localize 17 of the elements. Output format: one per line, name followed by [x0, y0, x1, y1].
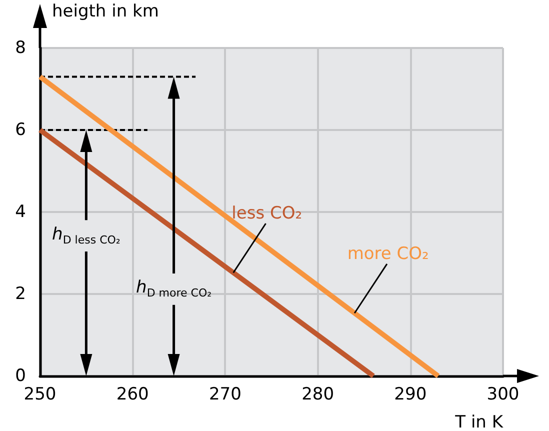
x-axis-title: T in K	[454, 412, 504, 431]
y-tick-label: 0	[15, 366, 26, 386]
text: less CO₂	[232, 203, 302, 224]
x-tick-label: 250	[24, 384, 56, 404]
y-tick-label: 8	[15, 38, 26, 58]
x-tick-label: 300	[486, 384, 520, 404]
x-tick-label: 290	[394, 384, 427, 404]
y-tick-label: 4	[15, 202, 26, 222]
x-tick-label: 280	[302, 384, 334, 404]
x-tick-label: 260	[116, 384, 149, 404]
x-tick-label: 270	[208, 384, 242, 404]
y-tick-label: 6	[15, 120, 26, 140]
annotation: h$_{D more CO₂}$	[136, 277, 212, 300]
y-axis-title: heigth in km	[52, 2, 159, 22]
y-tick-label: 2	[15, 284, 26, 304]
annotation: h$_{D less CO₂}$	[52, 224, 120, 246]
text: more CO₂	[347, 244, 429, 264]
